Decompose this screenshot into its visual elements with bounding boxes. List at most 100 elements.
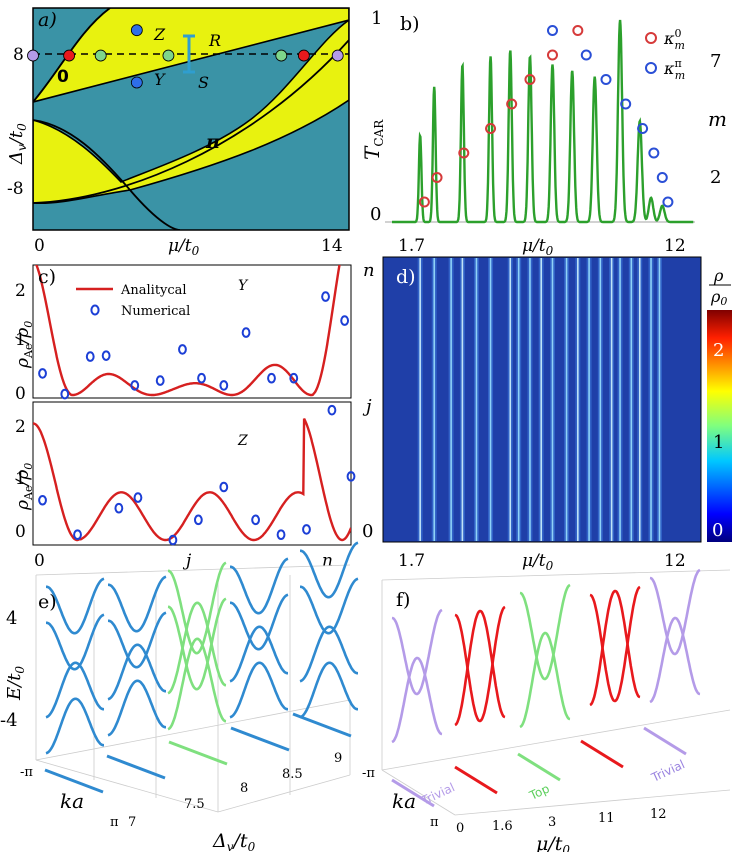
- kappa-pi-point: [656, 172, 668, 183]
- numerical-point-Y: [38, 368, 47, 379]
- marker-point-Y: [130, 76, 143, 89]
- path-point-violet: [27, 49, 39, 62]
- numerical-point-Y: [60, 388, 70, 400]
- panel-a-ylabel: Δv/t0: [6, 123, 29, 165]
- ka-tick-minus-pi: -π: [362, 766, 375, 781]
- colorbar-tick-1: 1: [713, 432, 724, 453]
- analytical-curve-Z: [33, 418, 351, 542]
- legend-kappa0: κ0 m: [663, 27, 685, 52]
- energy-band-lower: [589, 589, 641, 707]
- ytick-bottom-1: 1: [15, 469, 26, 489]
- colorbar-tick-2: 2: [713, 340, 724, 361]
- right-tick-7: 7: [710, 51, 721, 72]
- label-Y: Y: [154, 70, 166, 89]
- xtick-12: 12: [664, 236, 686, 256]
- energy-band-upper: [230, 593, 289, 651]
- colorbar-tick-0: 0: [712, 520, 723, 541]
- energy-band-lower-outer: [45, 697, 104, 755]
- panel-c-label: c): [38, 266, 56, 288]
- path-point-red: [297, 49, 310, 62]
- energy-band-lower: [229, 625, 288, 683]
- panel-d: d) n j 0 1.7 12 μ/t0 ρ ρ0 2 1 0: [362, 256, 732, 573]
- heatmap-column: [610, 258, 613, 541]
- ytick-minus8: -8: [7, 179, 24, 199]
- panel-b-legend: κ0 m κπ m: [645, 27, 685, 82]
- heatmap-column: [419, 258, 421, 541]
- ytick-8: 8: [13, 45, 24, 65]
- phase-label-top: Top: [526, 781, 551, 803]
- numerical-point-Z: [168, 534, 178, 546]
- heatmap-column: [577, 258, 579, 541]
- panel-a-xlabel: μ/t0: [168, 236, 200, 258]
- ytick-0: 0: [362, 521, 373, 542]
- heatmap-column: [630, 258, 633, 541]
- xtick-0: 0: [34, 551, 45, 571]
- heatmap-column: [529, 258, 531, 541]
- heatmap-column: [540, 258, 543, 541]
- floor-projection: [230, 726, 290, 752]
- heatmap-column: [565, 258, 568, 541]
- heatmap-column: [551, 258, 554, 541]
- ytick-bottom-2: 2: [15, 417, 26, 437]
- panel-e-xlabel: Δv/t0: [212, 830, 256, 852]
- heatmap-column: [619, 258, 621, 541]
- heatmap-column: [450, 258, 452, 541]
- xtick-j: j: [182, 551, 192, 571]
- numerical-point-Y: [155, 375, 165, 386]
- numerical-point-Y: [101, 350, 111, 361]
- ka-label: ka: [60, 789, 84, 813]
- right-tick-2: 2: [710, 167, 721, 188]
- energy-band-upper-outer: [167, 561, 227, 655]
- legend-kappa0-marker: [645, 32, 657, 44]
- heatmap-column: [599, 258, 602, 541]
- energy-band-lower: [454, 609, 506, 727]
- floor-projection: [517, 752, 561, 782]
- xtick-0: 0: [456, 821, 464, 836]
- panel-c-bottom-frame: [32, 401, 352, 546]
- panel-f: f) -π π ka 0 1.6 3 11 12 μ/t0 Trivial To…: [362, 568, 731, 852]
- kappa-0-point: [546, 49, 558, 61]
- panel-c-ylabel-bottom: ρAe/ρ0: [13, 463, 35, 511]
- floor-projection: [391, 778, 435, 808]
- colorbar: [707, 310, 732, 542]
- floor-projection: [643, 726, 687, 756]
- numerical-point-Z: [346, 471, 356, 482]
- energy-band-upper: [167, 597, 227, 691]
- kappa-pi-point: [580, 49, 592, 61]
- xtick-11: 11: [598, 811, 615, 826]
- ytick-top-1: 1: [15, 330, 26, 350]
- numerical-point-Z: [133, 492, 143, 503]
- legend-kappapi: κπ m: [663, 57, 685, 82]
- numerical-point-Y: [289, 372, 299, 384]
- panel-b-xlabel: μ/t0: [522, 236, 554, 258]
- xtick-9: 9: [334, 751, 342, 766]
- label-R: R: [208, 31, 221, 50]
- heatmap-column: [509, 258, 512, 541]
- heatmap-column: [433, 258, 436, 541]
- ytick-top-0: 0: [15, 384, 26, 404]
- floor-projection: [292, 712, 352, 738]
- label-Z: Z: [153, 25, 166, 44]
- panel-d-xlabel: μ/t0: [522, 551, 554, 573]
- energy-band-lower: [391, 656, 443, 744]
- path-point-red: [63, 49, 76, 62]
- energy-band-lower: [45, 661, 104, 719]
- energy-band-upper: [454, 605, 506, 723]
- ytick-j: j: [362, 396, 372, 417]
- floor-projection: [106, 754, 166, 780]
- xtick-7.5: 7.5: [184, 797, 205, 812]
- numerical-point-Y: [85, 351, 95, 362]
- ytick-top-2: 2: [15, 281, 26, 301]
- kappa-pi-point: [648, 147, 660, 159]
- legend-numerical: Numerical: [121, 304, 190, 319]
- kappa-pi-point: [600, 74, 612, 85]
- ytick-n: n: [363, 260, 375, 281]
- kappa-pi-point: [546, 25, 558, 36]
- panel-e-label: e): [38, 591, 57, 613]
- numerical-point-Z: [276, 529, 286, 541]
- right-axis-label: m: [708, 107, 727, 131]
- colorbar-title-den: ρ0: [710, 287, 727, 308]
- heatmap-column: [489, 258, 492, 541]
- energy-band-lower-outer: [299, 661, 358, 719]
- heatmap-column: [638, 258, 641, 541]
